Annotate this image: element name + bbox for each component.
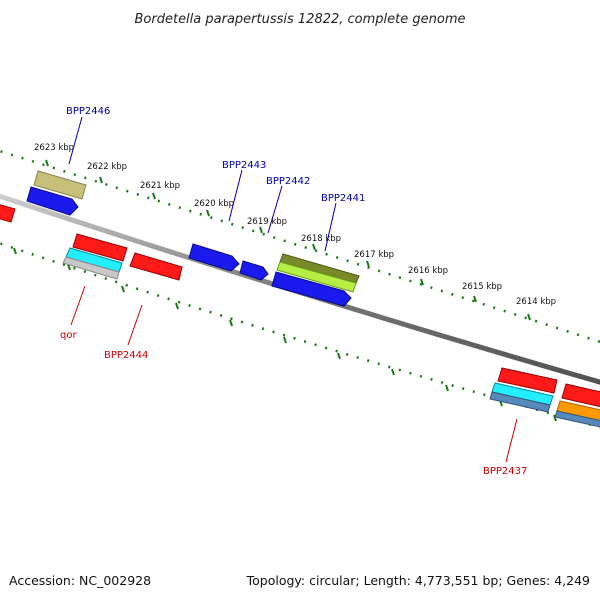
label-qor[interactable]: qor <box>60 330 77 341</box>
gene-red-rev-2[interactable] <box>497 367 558 394</box>
topology-text: Topology: circular; Length: 4,773,551 bp… <box>246 573 590 588</box>
gene-bpp2446[interactable] <box>33 170 87 200</box>
tick-label-2616: 2616 kbp <box>408 266 448 276</box>
gene-bpp2437[interactable] <box>489 382 554 413</box>
gene-red-right-edge[interactable] <box>561 383 600 408</box>
label-bpp2444[interactable]: BPP2444 <box>104 350 148 361</box>
outer-ruler-major-ticks <box>45 159 531 321</box>
label-bpp2442[interactable]: BPP2442 <box>266 176 310 187</box>
gene-bpp2443[interactable] <box>188 243 240 272</box>
gene-blue-fwd-2[interactable] <box>271 271 352 307</box>
label-bpp2443[interactable]: BPP2443 <box>222 160 266 171</box>
inner-ruler-major-ticks <box>13 247 557 422</box>
gene-bpp2444[interactable] <box>129 252 183 281</box>
label-bpp2446[interactable]: BPP2446 <box>66 106 110 117</box>
label-bpp2437[interactable]: BPP2437 <box>483 466 527 477</box>
gene-bpp2441-green[interactable] <box>276 261 357 293</box>
tick-label-2622: 2622 kbp <box>87 162 127 172</box>
tick-label-2623: 2623 kbp <box>34 143 74 153</box>
tick-label-2621: 2621 kbp <box>140 181 180 191</box>
tick-label-2618: 2618 kbp <box>301 234 341 244</box>
gene-blue-fwd-1[interactable] <box>26 186 79 216</box>
tick-label-2619: 2619 kbp <box>247 217 287 227</box>
gene-orange-right-edge[interactable] <box>554 400 600 428</box>
label-bpp2441[interactable]: BPP2441 <box>321 193 365 204</box>
gene-red-rev-1[interactable] <box>72 233 128 262</box>
gene-qor[interactable] <box>62 247 123 280</box>
accession-text: Accession: NC_002928 <box>9 573 152 588</box>
tick-label-2614: 2614 kbp <box>516 297 556 307</box>
tick-label-2617: 2617 kbp <box>354 250 394 260</box>
tick-label-2615: 2615 kbp <box>462 282 502 292</box>
callout-lines <box>68 116 518 463</box>
tick-label-2620: 2620 kbp <box>194 199 234 209</box>
gene-red-left-edge[interactable] <box>0 203 16 223</box>
gene-bpp2442[interactable] <box>239 260 269 281</box>
map-title: Bordetella parapertussis 12822, complete… <box>135 12 466 27</box>
